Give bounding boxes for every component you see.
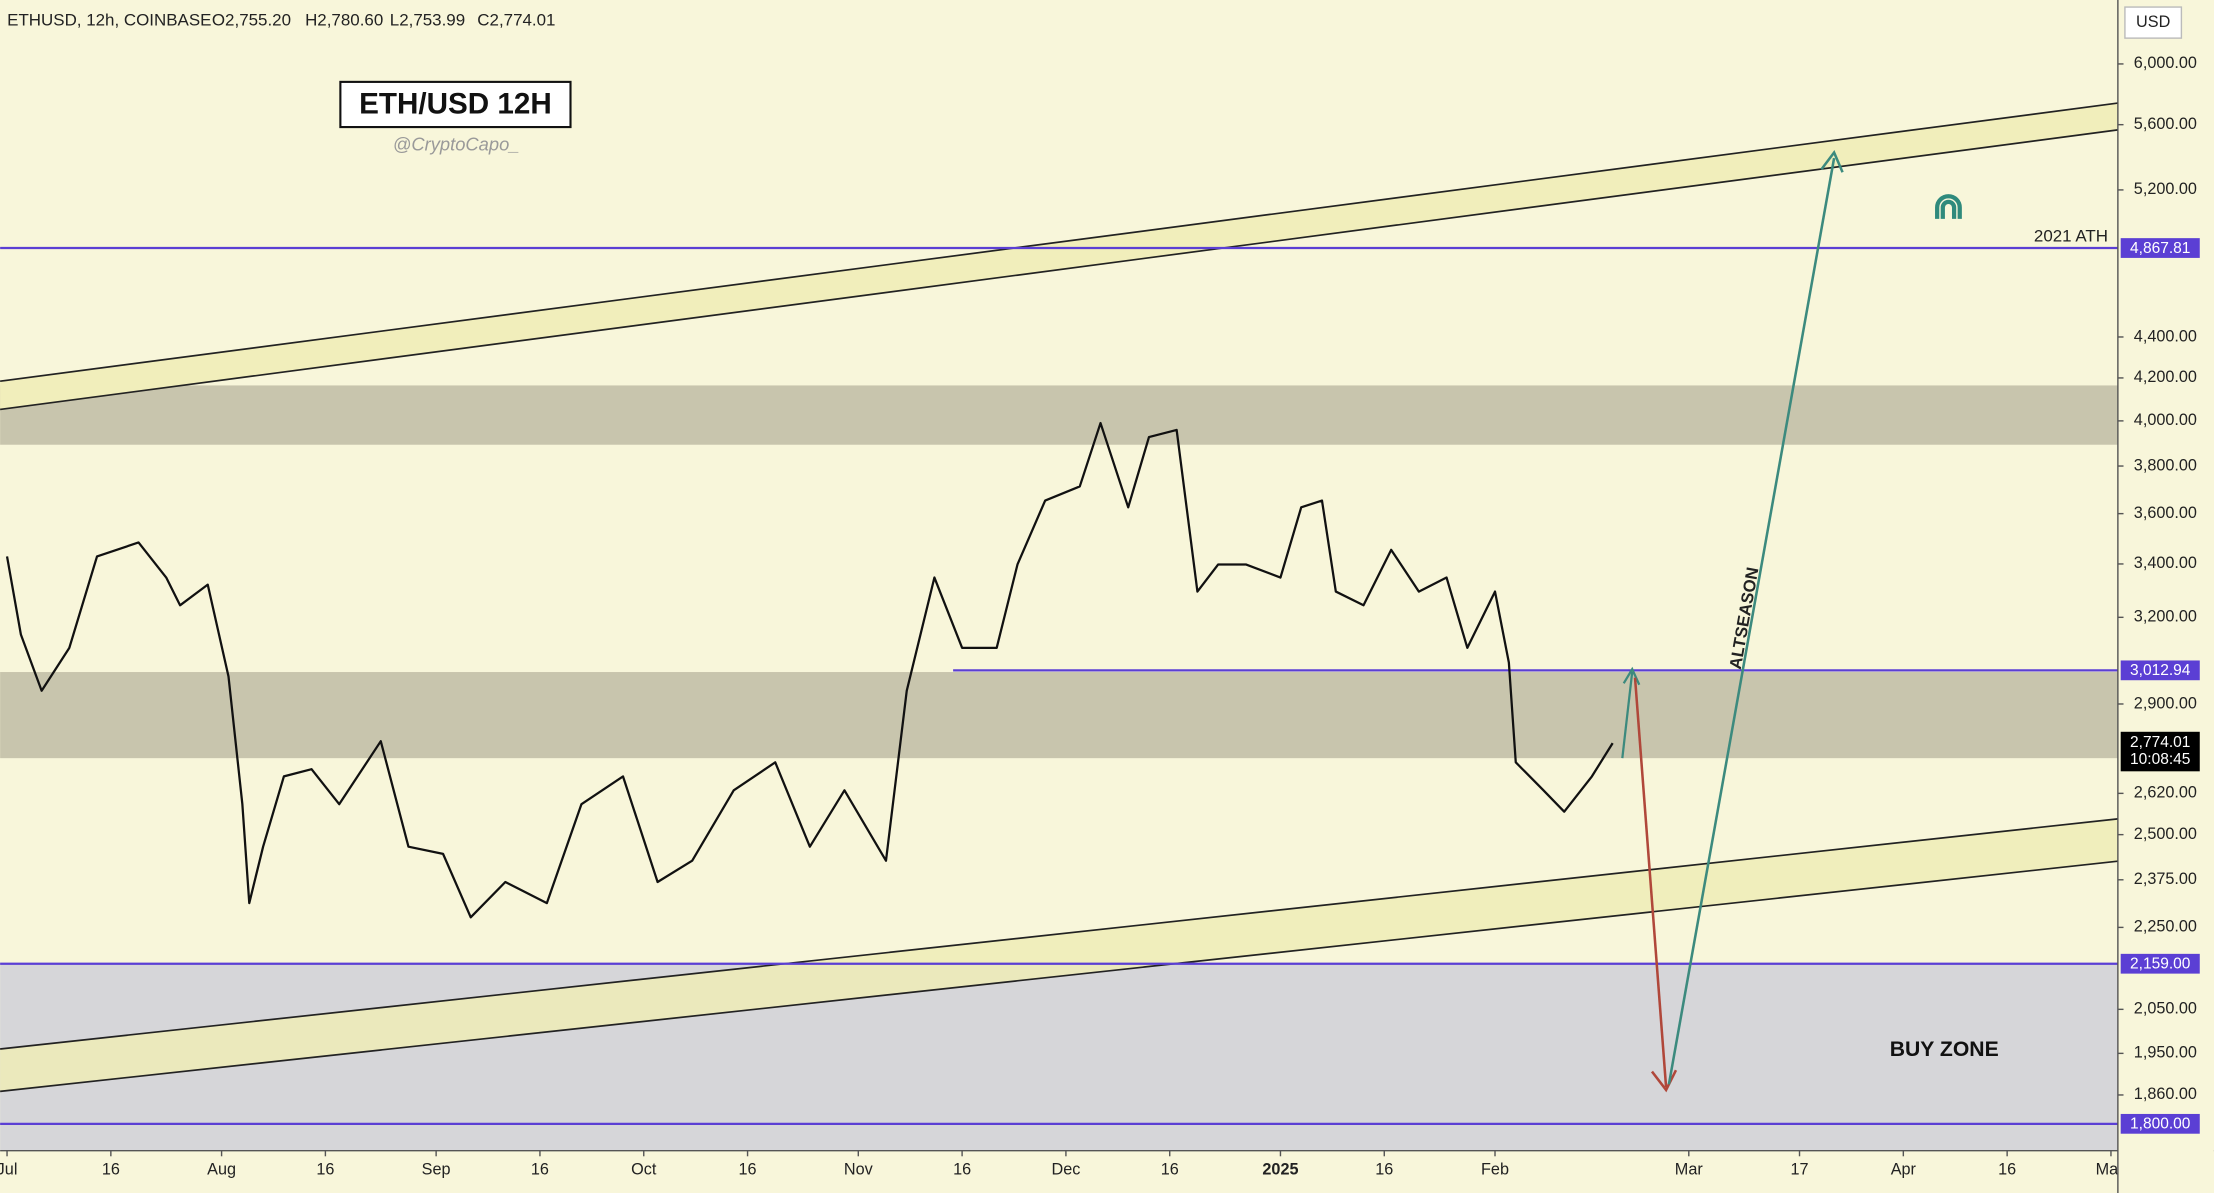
chart-title: ETH/USD 12H xyxy=(359,88,552,121)
watermark: ETH/USD 12H @CryptoCapo_ xyxy=(339,80,572,154)
resistance-zone xyxy=(0,385,2118,445)
y-tick-label: 2,250.00 xyxy=(2134,918,2197,936)
arrow xyxy=(1633,677,1668,1088)
x-tick-label: 16 xyxy=(739,1161,757,1179)
arrow xyxy=(1621,671,1634,759)
buy-zone xyxy=(0,962,2118,1151)
buy-zone-label: BUY ZONE xyxy=(1890,1038,1999,1061)
y-tick-label: 3,400.00 xyxy=(2134,554,2197,572)
ath-label: 2021 ATH xyxy=(2034,227,2108,246)
magnet-icon xyxy=(1935,194,1962,219)
x-tick-label: Jul xyxy=(0,1161,17,1179)
y-tick-label: 5,200.00 xyxy=(2134,180,2197,198)
x-tick-label: Mar xyxy=(1675,1161,1704,1179)
level-label-box xyxy=(2120,953,2200,974)
y-tick-label: 4,000.00 xyxy=(2134,411,2197,429)
arrow-head xyxy=(1650,1069,1678,1093)
y-tick-label: 2,375.00 xyxy=(2134,870,2197,888)
x-axis-panel xyxy=(0,1150,2214,1193)
y-tick-label: 1,950.00 xyxy=(2134,1044,2197,1062)
x-tick-label: 2025 xyxy=(1262,1161,1298,1179)
x-tick-label: 17 xyxy=(1790,1161,1808,1179)
x-tick-label: 16 xyxy=(1161,1161,1179,1179)
channels xyxy=(0,102,2118,1093)
y-tick-label: 4,200.00 xyxy=(2134,368,2197,386)
price-line xyxy=(5,421,1614,919)
y-tick-label: 4,400.00 xyxy=(2134,327,2197,345)
title-box xyxy=(339,80,572,129)
plot xyxy=(0,246,2118,1125)
last-price-label: 2,774.01 xyxy=(2130,734,2190,751)
level-label: 1,800.00 xyxy=(2130,1116,2191,1133)
y-axis-panel xyxy=(2117,0,2214,1193)
x-tick-label: 16 xyxy=(102,1161,120,1179)
y-tick-label: 6,000.00 xyxy=(2134,54,2197,72)
countdown-label: 10:08:45 xyxy=(2130,751,2190,768)
y-axis: USD 6,000.00 5,600.00 5,200.00 4,400.00 4,20… xyxy=(2117,0,2214,1193)
zones xyxy=(0,385,2118,1151)
x-tick-label: Apr xyxy=(1891,1161,1917,1179)
arrow-head xyxy=(1622,666,1641,686)
x-tick-label: Aug xyxy=(207,1161,236,1179)
y-tick-label: 5,600.00 xyxy=(2134,115,2197,133)
y-tick-label: 3,200.00 xyxy=(2134,608,2197,626)
symbol: ETHUSD, 12h, COINBASE xyxy=(7,11,211,30)
upper-channel xyxy=(0,103,2118,410)
x-tick-label: 16 xyxy=(316,1161,334,1179)
x-tick-label: 16 xyxy=(953,1161,971,1179)
arrow-head xyxy=(1820,149,1844,173)
high: H2,780.60 xyxy=(305,11,383,30)
level-label-box xyxy=(2120,660,2200,681)
y-tick-label: 2,900.00 xyxy=(2134,694,2197,712)
x-tick-label: Sep xyxy=(422,1161,451,1179)
last-price-box xyxy=(2120,731,2200,772)
x-tick-label: 16 xyxy=(1998,1161,2016,1179)
level-label-box xyxy=(2120,238,2200,258)
x-axis: Jul 16 Aug 16 Sep 16 Oct 16 Nov 16 Dec 16 2025 16 Feb M… xyxy=(0,1149,2214,1193)
low: L2,753.99 xyxy=(390,11,465,30)
range-zone xyxy=(0,672,2118,759)
y-tick-label: 3,800.00 xyxy=(2134,456,2197,474)
y-tick-label: 2,050.00 xyxy=(2134,1000,2197,1018)
y-tick-label: 2,620.00 xyxy=(2134,784,2197,802)
chart-subtitle: @CryptoCapo_ xyxy=(393,133,520,154)
level-label: 2,159.00 xyxy=(2130,956,2191,973)
lower-channel xyxy=(0,818,2118,1092)
x-tick-label: Dec xyxy=(1051,1161,1080,1179)
y-tick-label: 1,860.00 xyxy=(2134,1085,2197,1103)
x-tick-label: 16 xyxy=(531,1161,549,1179)
channel-line xyxy=(0,102,2118,383)
x-tick-label: Nov xyxy=(844,1161,874,1179)
x-tick-label: Oct xyxy=(631,1161,657,1179)
arrows xyxy=(1621,149,1962,1093)
close: C2,774.01 xyxy=(477,11,555,30)
y-unit: USD xyxy=(2136,13,2170,31)
channel-line xyxy=(0,860,2118,1093)
open: O2,755.20 xyxy=(212,11,291,30)
channel-line xyxy=(0,129,2118,411)
channel-line xyxy=(0,818,2118,1050)
arrow xyxy=(1667,157,1836,1085)
level-label: 4,867.81 xyxy=(2130,240,2190,257)
x-tick-label: 16 xyxy=(1375,1161,1393,1179)
header: ETHUSD, 12h, COINBASE O2,755.20 H2,780.6… xyxy=(7,11,555,30)
level-label-box xyxy=(2120,1113,2200,1134)
x-tick-label: Feb xyxy=(1481,1161,1509,1179)
level-label: 3,012.94 xyxy=(2130,662,2191,679)
y-tick-label: 2,500.00 xyxy=(2134,825,2197,843)
y-tick-label: 3,600.00 xyxy=(2134,504,2197,522)
unit-box xyxy=(2124,6,2183,39)
